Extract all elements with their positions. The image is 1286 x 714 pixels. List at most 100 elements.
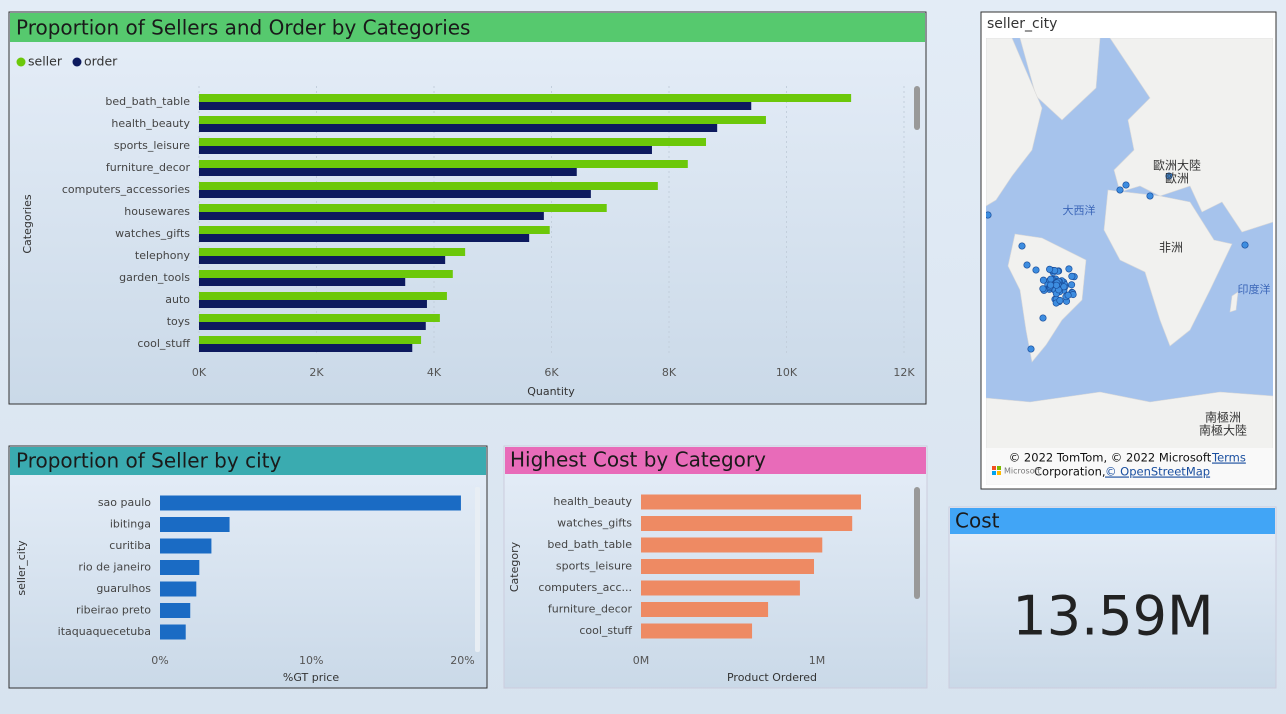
x-tick-label: 12K xyxy=(893,366,915,379)
y-tick-label: rio de janeiro xyxy=(78,561,151,574)
bar xyxy=(199,336,422,344)
map-point xyxy=(1018,242,1026,250)
map-point xyxy=(986,211,992,219)
title-bar xyxy=(505,447,926,474)
osm-link[interactable]: © OpenStreetMap xyxy=(1105,465,1210,479)
map-label: 印度洋 xyxy=(1238,282,1271,296)
land xyxy=(1103,189,1233,347)
bar xyxy=(199,182,658,190)
x-axis-title: %GT price xyxy=(283,671,339,684)
map-label: 歐洲大陸 xyxy=(1153,158,1201,173)
x-tick-label: 6K xyxy=(544,366,559,379)
bar xyxy=(160,624,186,640)
title-bar xyxy=(10,447,486,475)
bar xyxy=(160,538,212,554)
y-axis-title: Category xyxy=(508,541,521,592)
map-label: 歐洲 xyxy=(1165,171,1189,186)
y-tick-label: computers_accessories xyxy=(62,183,190,196)
x-tick-label: 10% xyxy=(299,654,323,667)
x-tick-label: 2K xyxy=(309,366,324,379)
map-point xyxy=(1047,275,1055,283)
bar xyxy=(199,292,447,300)
bar xyxy=(199,256,446,264)
title-bar xyxy=(950,508,1275,534)
x-axis-title: Quantity xyxy=(527,385,575,398)
map-point xyxy=(1064,291,1072,299)
title-bar xyxy=(10,13,925,42)
y-tick-label: sports_leisure xyxy=(114,139,190,152)
map-point xyxy=(1068,272,1076,280)
y-tick-label: guarulhos xyxy=(96,582,151,595)
bar xyxy=(641,516,853,531)
map-label: 非洲 xyxy=(1159,241,1183,255)
chart-title: Proportion of Seller by city xyxy=(16,449,281,473)
map[interactable] xyxy=(985,38,1273,485)
y-tick-label: health_beauty xyxy=(111,117,190,130)
map-point xyxy=(1039,285,1047,293)
x-axis-title: Product Ordered xyxy=(727,671,817,684)
y-tick-label: curitiba xyxy=(109,539,151,552)
map-label: 大西洋 xyxy=(1063,203,1096,217)
bar xyxy=(199,102,752,110)
y-tick-label: health_beauty xyxy=(553,495,632,508)
land xyxy=(1019,38,1101,121)
chart-title: Highest Cost by Category xyxy=(510,448,766,472)
map-point xyxy=(1068,281,1076,289)
scrollbar[interactable] xyxy=(475,487,480,652)
x-tick-label: 10K xyxy=(776,366,798,379)
y-tick-label: cool_stuff xyxy=(137,337,190,350)
bar xyxy=(641,602,769,617)
y-tick-label: bed_bath_table xyxy=(105,95,190,108)
map-point xyxy=(1241,241,1249,249)
map-point xyxy=(1065,265,1073,273)
y-tick-label: sao paulo xyxy=(98,496,151,509)
map-label: 南極洲 xyxy=(1205,410,1241,425)
y-tick-label: watches_gifts xyxy=(557,517,632,530)
map-title: seller_city xyxy=(987,16,1057,32)
scrollbar[interactable] xyxy=(914,86,920,130)
bar xyxy=(641,623,753,639)
x-tick-label: 0K xyxy=(192,366,207,379)
chart-title: Proportion of Sellers and Order by Categ… xyxy=(16,16,470,40)
map-point xyxy=(1122,181,1130,189)
map-point xyxy=(1023,261,1031,269)
bar xyxy=(199,270,453,278)
y-tick-label: ribeirao preto xyxy=(76,604,151,617)
x-tick-label: 8K xyxy=(662,366,677,379)
bar xyxy=(199,190,591,198)
y-tick-label: toys xyxy=(167,315,191,328)
map-point xyxy=(1116,186,1124,194)
bar xyxy=(199,344,413,352)
land xyxy=(986,38,1043,207)
map-point xyxy=(1146,192,1154,200)
bar xyxy=(641,537,823,553)
map-point xyxy=(1047,281,1055,289)
x-tick-label: 20% xyxy=(450,654,474,667)
map-point xyxy=(1039,314,1047,322)
y-tick-label: ibitinga xyxy=(110,518,151,531)
map-point xyxy=(1046,265,1054,273)
y-tick-label: housewares xyxy=(124,205,190,218)
map-point xyxy=(1032,266,1040,274)
bar xyxy=(199,168,577,176)
legend-label[interactable]: seller xyxy=(28,54,63,69)
bar xyxy=(641,580,800,596)
ms-logo xyxy=(992,466,1001,475)
map-point xyxy=(1060,283,1068,291)
bar xyxy=(160,495,461,511)
legend-label[interactable]: order xyxy=(84,54,118,69)
bar xyxy=(160,581,197,597)
bar xyxy=(199,116,766,124)
legend-marker xyxy=(16,57,26,67)
scrollbar[interactable] xyxy=(914,487,920,599)
bar xyxy=(199,248,466,256)
y-tick-label: bed_bath_table xyxy=(547,538,632,551)
y-tick-label: itaquaquecetuba xyxy=(58,625,151,638)
x-tick-label: 1M xyxy=(809,654,826,667)
y-tick-label: telephony xyxy=(135,249,191,262)
card-title: Cost xyxy=(955,509,1000,533)
y-tick-label: furniture_decor xyxy=(106,161,191,174)
y-axis-title: seller_city xyxy=(15,540,28,596)
terms-link[interactable]: Terms xyxy=(1211,451,1246,465)
map-point xyxy=(1039,276,1047,284)
